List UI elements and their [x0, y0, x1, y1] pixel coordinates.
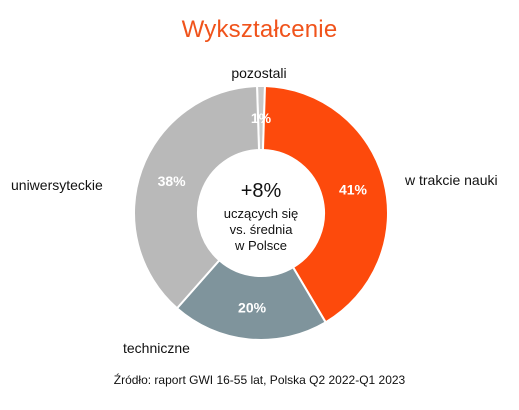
source-note: Źródło: raport GWI 16-55 lat, Polska Q2 … [113, 373, 406, 387]
donut-slices [133, 85, 389, 341]
center-line-2: vs. średnia [230, 222, 294, 237]
value-label-w-trakcie-nauki: 41% [339, 181, 368, 197]
category-labels: pozostali w trakcie nauki techniczne uniwer… [11, 65, 498, 356]
value-labels: 1% 41% 20% 38% [158, 110, 368, 316]
center-headline: +8% [241, 180, 282, 202]
center-line-1: uczących się [224, 206, 298, 221]
chart-title: Wykształcenie [181, 16, 338, 43]
category-label-techniczne: techniczne [123, 340, 190, 356]
category-label-uniwersyteckie: uniwersyteckie [11, 177, 103, 193]
donut-hole [198, 150, 324, 276]
slice-w-trakcie-nauki [261, 85, 389, 324]
category-label-pozostali: pozostali [231, 65, 286, 81]
value-label-uniwersyteckie: 38% [158, 173, 187, 189]
center-line-3: w Polsce [234, 238, 287, 253]
category-label-w-trakcie-nauki: w trakcie nauki [404, 172, 498, 188]
value-label-techniczne: 20% [238, 300, 267, 316]
value-label-pozostali: 1% [251, 110, 272, 126]
